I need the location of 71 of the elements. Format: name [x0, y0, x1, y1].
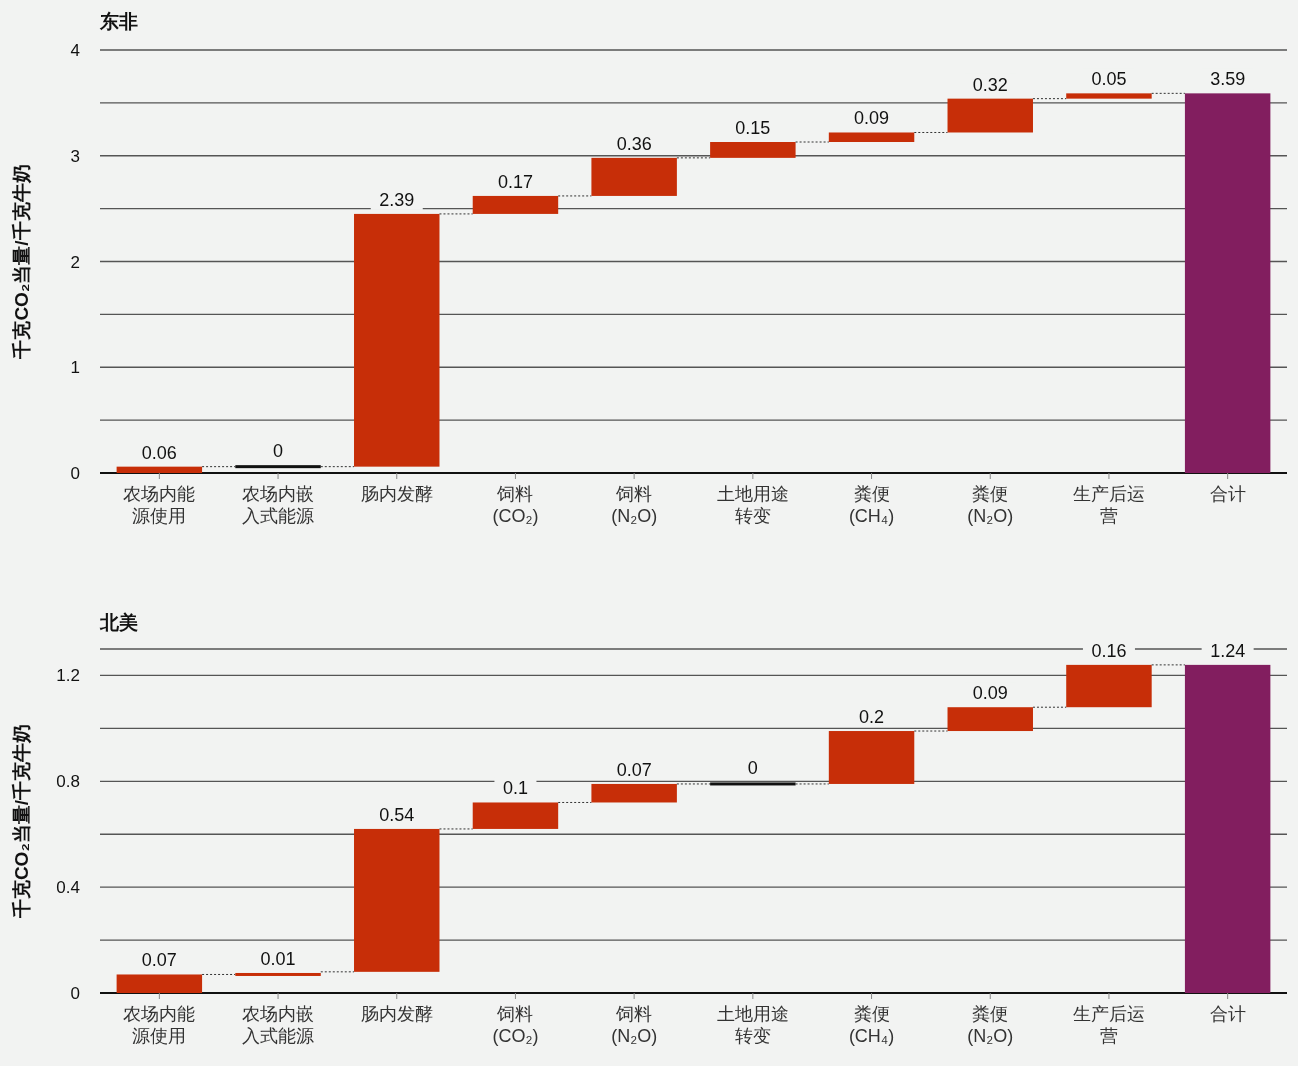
y-axis-title: 千克CO₂当量/千克牛奶	[11, 164, 32, 360]
y-tick-label: 0.4	[56, 878, 80, 898]
data-label: 0.36	[616, 133, 652, 154]
data-label: 0.16	[1091, 640, 1127, 661]
x-tick-label: 合计	[1209, 1004, 1246, 1024]
data-label: 0.17	[497, 171, 533, 192]
bar	[591, 783, 677, 803]
bar	[1184, 664, 1271, 993]
bar	[1066, 664, 1152, 708]
data-label: 0.06	[141, 442, 177, 463]
x-tick-label: 农场内能源使用	[123, 484, 196, 526]
data-label: 0.05	[1091, 69, 1127, 90]
data-label: 2.39	[379, 189, 415, 210]
y-tick-label: 1.2	[56, 666, 80, 686]
data-label: 0.2	[859, 707, 885, 728]
y-tick-label: 1	[70, 358, 80, 378]
bar	[1184, 93, 1271, 473]
data-label: 0	[747, 758, 758, 779]
x-tick-label: 农场内嵌入式能源	[242, 484, 315, 526]
x-tick-label: 饲料(CO₂)	[492, 1004, 539, 1046]
data-label: 0.09	[972, 683, 1008, 704]
x-tick-label: 生产后运营	[1072, 1004, 1145, 1046]
bar	[472, 802, 559, 829]
bar	[828, 731, 915, 784]
data-label: 3.59	[1210, 69, 1246, 90]
x-tick-label: 饲料(CO₂)	[492, 484, 539, 526]
data-label: 0.1	[502, 778, 528, 799]
data-label: 0.01	[260, 948, 296, 969]
x-tick-label: 粪便(N₂O)	[967, 484, 1014, 526]
bar	[1066, 93, 1152, 99]
bar	[828, 132, 915, 142]
data-label: 0	[273, 441, 284, 462]
x-tick-label: 农场内嵌入式能源	[242, 1004, 315, 1046]
y-tick-label: 3	[70, 146, 80, 166]
chart-title: 东非	[99, 11, 138, 32]
chart-title: 北美	[99, 612, 138, 633]
data-label: 0.15	[735, 118, 771, 138]
data-label: 0.32	[972, 74, 1008, 95]
data-label: 0.07	[141, 950, 177, 971]
bar	[710, 142, 796, 158]
bar	[116, 466, 203, 473]
y-tick-label: 0	[70, 464, 80, 483]
y-tick-label: 0	[70, 984, 80, 1003]
y-axis-title: 千克CO₂当量/千克牛奶	[11, 723, 32, 920]
x-tick-label: 土地用途转变	[716, 1004, 789, 1046]
data-label: 0.07	[616, 759, 652, 780]
y-tick-label: 2	[70, 252, 80, 272]
x-tick-label: 饲料(N₂O)	[611, 484, 658, 526]
x-tick-label: 肠内发酵	[360, 1004, 433, 1024]
bar	[116, 974, 203, 993]
x-tick-label: 饲料(N₂O)	[611, 1004, 658, 1046]
x-tick-label: 土地用途转变	[716, 484, 789, 526]
bar	[354, 828, 440, 972]
bar	[472, 195, 559, 214]
data-label: 0.54	[379, 804, 415, 825]
y-tick-label: 0.8	[56, 772, 80, 792]
y-tick-label: 4	[70, 41, 80, 60]
x-tick-label: 粪便(CH₄)	[848, 484, 895, 526]
bar	[947, 98, 1033, 133]
x-tick-label: 农场内能源使用	[123, 1004, 196, 1046]
x-tick-label: 粪便(CH₄)	[848, 1004, 895, 1046]
x-tick-label: 肠内发酵	[360, 484, 433, 504]
data-label: 1.24	[1210, 640, 1246, 661]
bar	[591, 157, 677, 196]
data-label: 0.09	[854, 108, 890, 129]
x-tick-label: 合计	[1209, 484, 1246, 504]
x-tick-label: 粪便(N₂O)	[967, 1004, 1014, 1046]
bar	[947, 707, 1033, 732]
x-tick-label: 生产后运营	[1072, 484, 1145, 526]
bar	[354, 213, 440, 467]
bar	[235, 972, 321, 976]
